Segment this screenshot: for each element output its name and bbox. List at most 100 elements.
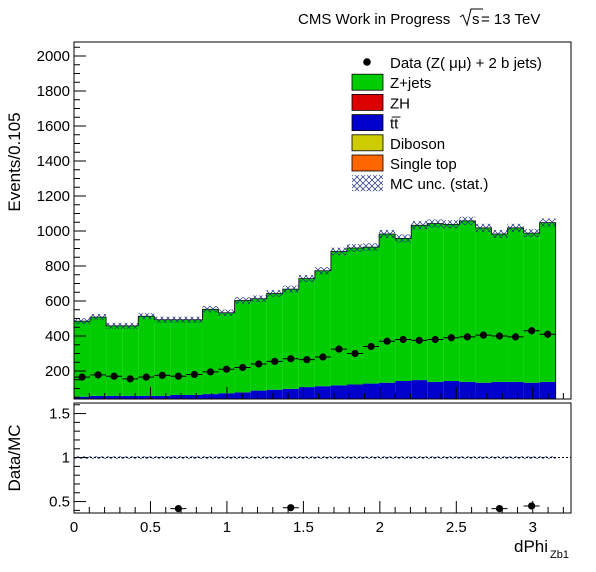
bar-ttbar-5 bbox=[154, 395, 171, 399]
bar-zjets-8 bbox=[202, 309, 219, 395]
legend-label-zh: ZH bbox=[390, 95, 410, 112]
main-ytick-label-2000: 2000 bbox=[37, 48, 70, 65]
legend-swatch-ttbar bbox=[351, 114, 384, 131]
ratio-xtick-label-2.5: 2.5 bbox=[446, 519, 467, 536]
legend-marker-data bbox=[363, 58, 371, 66]
mc-unc-1 bbox=[90, 314, 107, 321]
main-x-ticks bbox=[73, 387, 564, 399]
mc-unc-8 bbox=[202, 306, 219, 313]
bar-zjets-28 bbox=[523, 233, 540, 383]
bar-zjets-6 bbox=[170, 319, 187, 395]
energy-value: = 13 TeV bbox=[481, 11, 540, 28]
legend-swatch-zh bbox=[351, 94, 384, 111]
mc-unc-21 bbox=[411, 221, 428, 230]
data-point-3 bbox=[126, 375, 134, 383]
mc-unc-13 bbox=[282, 285, 299, 293]
bar-zjets-24 bbox=[459, 220, 476, 382]
data-point-23 bbox=[447, 334, 455, 342]
mc-unc-0 bbox=[74, 318, 91, 325]
mc-unc-19 bbox=[379, 229, 396, 238]
data-point-15 bbox=[319, 353, 327, 361]
mc-unc-9 bbox=[218, 309, 235, 316]
mc-unc-29 bbox=[539, 218, 556, 227]
legend-label-unc_hatch: MC unc. (stat.) bbox=[390, 176, 488, 193]
main-ytick-label-800: 800 bbox=[45, 258, 70, 275]
ratio-xtick-label-0.5: 0.5 bbox=[140, 519, 161, 536]
data-point-8 bbox=[206, 368, 215, 376]
bar-ttbar-29 bbox=[539, 381, 556, 399]
bar-zjets-0 bbox=[74, 321, 91, 397]
ratio-y-axis: 0.5 1 1.5 bbox=[49, 404, 86, 511]
legend-label-zjets: Z+jets bbox=[390, 75, 431, 92]
data-point-11 bbox=[255, 360, 263, 368]
bar-ttbar-18 bbox=[363, 383, 380, 399]
mc-unc-18 bbox=[363, 243, 380, 251]
data-point-14 bbox=[303, 356, 311, 364]
mc-unc-12 bbox=[266, 290, 283, 297]
bar-zjets-4 bbox=[138, 316, 155, 396]
bar-ttbar-12 bbox=[266, 389, 283, 399]
main-ytick-label-1400: 1400 bbox=[37, 153, 70, 170]
bar-zjets-21 bbox=[411, 225, 428, 381]
bar-zjets-1 bbox=[90, 317, 107, 396]
bar-ttbar-23 bbox=[443, 380, 460, 399]
data-point-17 bbox=[351, 349, 359, 358]
mc-unc-6 bbox=[170, 316, 187, 323]
ratio-ytick-label-0.5: 0.5 bbox=[49, 494, 70, 511]
data-point-26 bbox=[495, 332, 504, 340]
bar-zjets-19 bbox=[379, 233, 396, 383]
sqrt-s-symbol: s bbox=[472, 11, 480, 28]
data-point-6 bbox=[174, 372, 182, 380]
mc-unc-28 bbox=[523, 229, 540, 238]
main-ytick-label-200: 200 bbox=[45, 363, 70, 380]
ratio-point-2 bbox=[495, 505, 504, 513]
bar-zjets-17 bbox=[346, 247, 364, 385]
mc-unc-26 bbox=[491, 229, 508, 238]
mc-unc-10 bbox=[234, 297, 251, 304]
mc-unc-27 bbox=[507, 223, 524, 232]
mc-unc-20 bbox=[395, 234, 412, 243]
bar-ttbar-11 bbox=[250, 390, 267, 399]
main-y-axis: 200 400 600 800 1000 1200 1400 1600 1800 2000 bbox=[37, 46, 86, 398]
bar-ttbar-24 bbox=[459, 381, 476, 399]
legend-label-single_top: Single top bbox=[390, 156, 457, 173]
legend: Data (Z( μμ) + 2 b jets) Z+jets ZH tt̅ Dibos… bbox=[351, 55, 542, 193]
mc-unc-4 bbox=[138, 313, 155, 320]
mc-unc-25 bbox=[475, 223, 492, 232]
ratio-ytick-label-1: 1 bbox=[62, 450, 70, 467]
x-axis-label-main: dPhi bbox=[514, 537, 548, 556]
bar-zjets-18 bbox=[363, 247, 380, 384]
mc-unc-23 bbox=[443, 220, 460, 229]
data-point-5 bbox=[158, 371, 166, 379]
mc-unc-24 bbox=[459, 216, 476, 225]
ratio-ytick-label-1.5: 1.5 bbox=[49, 406, 70, 423]
bar-ttbar-25 bbox=[475, 382, 492, 399]
mc-unc-11 bbox=[250, 295, 267, 303]
ratio-xtick-label-1.5: 1.5 bbox=[293, 519, 314, 536]
bar-ttbar-16 bbox=[330, 385, 347, 399]
main-ytick-label-1800: 1800 bbox=[37, 83, 70, 100]
bar-zjets-27 bbox=[507, 227, 524, 382]
bar-zjets-22 bbox=[427, 223, 444, 382]
data-point-2 bbox=[110, 372, 118, 380]
experiment-label: CMS Work in Progress bbox=[298, 11, 450, 28]
bar-ttbar-27 bbox=[507, 381, 524, 399]
bar-ttbar-2 bbox=[106, 395, 123, 399]
bar-ttbar-8 bbox=[202, 394, 219, 399]
main-ytick-label-1000: 1000 bbox=[37, 223, 70, 240]
bar-ttbar-6 bbox=[170, 394, 187, 399]
data-point-16 bbox=[335, 345, 343, 353]
ratio-y-axis-label: Data/MC bbox=[5, 424, 24, 491]
main-ytick-label-1200: 1200 bbox=[37, 188, 70, 205]
mc-unc-2 bbox=[106, 322, 123, 329]
bar-zjets-20 bbox=[395, 238, 412, 381]
data-point-10 bbox=[238, 363, 247, 372]
bar-ttbar-4 bbox=[138, 395, 155, 399]
x-axis-label-sub: Zb1 bbox=[550, 549, 569, 561]
mc-unc-3 bbox=[122, 322, 139, 329]
stack-bars bbox=[73, 220, 557, 399]
bar-ttbar-3 bbox=[122, 395, 139, 399]
ratio-xtick-label-0: 0 bbox=[70, 519, 78, 536]
data-point-25 bbox=[479, 331, 488, 339]
bar-ttbar-26 bbox=[491, 381, 508, 399]
